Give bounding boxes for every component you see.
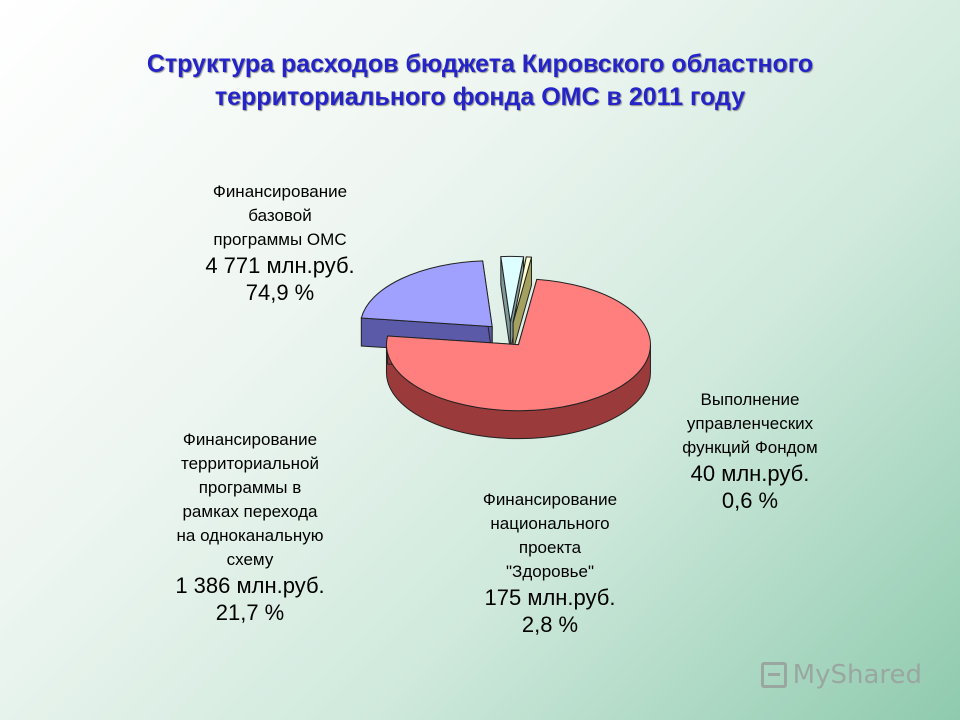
pie-slice-management [512, 256, 533, 351]
slice-label-basic-program: Финансирование базовой программы ОМС 4 7… [180, 180, 380, 306]
slice-label-line: программы в [198, 478, 302, 497]
presentation-icon [760, 662, 787, 688]
slice-value-text: 40 млн.руб. [690, 461, 810, 486]
slice-label-line: управленческих [686, 414, 814, 433]
slice-label-line: Финансирование [212, 182, 348, 201]
title-line-2: территориального фонда ОМС в 2011 году [214, 83, 746, 111]
slice-label-line: Финансирование [482, 490, 618, 509]
slice-percent-text: 2,8 % [521, 612, 579, 637]
slice-label-line: проекта [518, 538, 582, 557]
slice-label-line: Выполнение [700, 390, 800, 409]
slice-label-line: на одноканальную [176, 526, 324, 545]
slice-label-health-project: Финансирование национального проекта "Зд… [450, 488, 650, 638]
slice-label-line: функций Фондом [682, 438, 818, 457]
slice-value-text: 4 771 млн.руб. [205, 253, 355, 278]
slice-percent-text: 21,7 % [215, 600, 285, 625]
title-line-1: Структура расходов бюджета Кировского об… [146, 50, 814, 78]
slice-label-line: "Здоровье" [506, 562, 594, 581]
slice-label-line: схему [226, 550, 274, 569]
slice-label-territorial-program: Финансирование территориальной программы… [140, 428, 360, 626]
watermark-text: MyShared [792, 660, 922, 690]
slice-label-management: Выполнение управленческих функций Фондом… [650, 388, 850, 514]
slice-label-line: национального [490, 514, 610, 533]
slice-label-line: базовой [248, 206, 312, 225]
slice-label-line: территориальной [180, 454, 320, 473]
slice-label-line: рамках перехода [182, 502, 318, 521]
pie-slice-basic-program [385, 278, 651, 440]
slice-percent-text: 74,9 % [245, 280, 315, 305]
slice-value-text: 1 386 млн.руб. [175, 573, 325, 598]
watermark-logo: MyShared [760, 660, 922, 690]
slice-percent-text: 0,6 % [721, 488, 779, 513]
slice-value-text: 175 млн.руб. [484, 585, 616, 610]
slice-label-line: программы ОМС [213, 230, 347, 249]
slice-label-line: Финансирование [182, 430, 318, 449]
page-title: Структура расходов бюджета Кировского об… [80, 48, 880, 114]
